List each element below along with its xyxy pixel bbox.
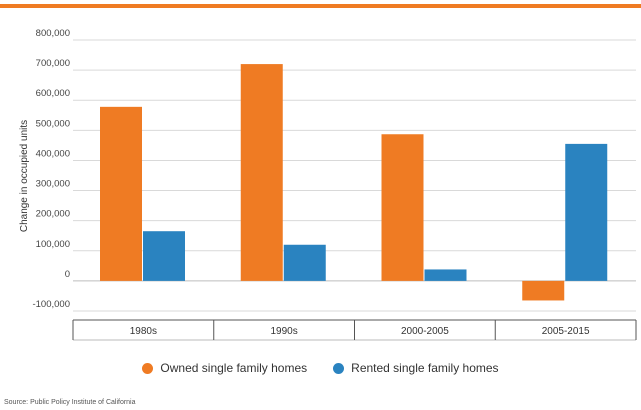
y-tick-label: 100,000 — [36, 239, 70, 250]
bar-rented-2000-2005 — [424, 269, 467, 281]
y-tick-label: 200,000 — [36, 209, 70, 220]
y-tick-label: -100,000 — [32, 299, 70, 310]
legend: Owned single family homes Rented single … — [0, 359, 641, 377]
y-tick-label: 0 — [65, 269, 70, 280]
legend-swatch-owned — [142, 362, 154, 374]
x-tick-label: 1980s — [130, 326, 157, 337]
source-note: Source: Public Policy Institute of Calif… — [4, 399, 136, 406]
bar-owned-1980s — [100, 106, 142, 281]
bar-owned-2005-2015 — [522, 280, 565, 301]
y-tick-label: 600,000 — [36, 88, 70, 99]
y-tick-label: 800,000 — [36, 28, 70, 39]
bar-rented-2005-2015 — [565, 143, 608, 281]
y-axis-label: Change in occupied units — [19, 120, 30, 232]
bars — [100, 64, 608, 301]
legend-item-owned: Owned single family homes — [142, 361, 307, 375]
x-tick-labels: 1980s 1990s 2000-2005 2005-2015 — [130, 326, 590, 337]
bar-rented-1980s — [143, 231, 185, 281]
y-tick-label: 300,000 — [36, 179, 70, 190]
legend-swatch-rented — [333, 362, 345, 374]
legend-item-rented: Rented single family homes — [333, 361, 499, 375]
legend-label-owned: Owned single family homes — [160, 361, 308, 375]
bar-rented-1990s — [283, 244, 326, 281]
x-tick-label: 1990s — [271, 326, 298, 337]
top-accent-rule — [0, 4, 641, 8]
x-tick-label: 2000-2005 — [401, 326, 449, 337]
x-tick-label: 2005-2015 — [542, 326, 590, 337]
bar-owned-1990s — [240, 64, 283, 281]
bar-owned-2000-2005 — [381, 134, 424, 281]
y-tick-label: 500,000 — [36, 118, 70, 129]
legend-label-rented: Rented single family homes — [351, 361, 499, 375]
y-tick-label: 400,000 — [36, 148, 70, 159]
x-axis — [72, 319, 637, 341]
y-tick-labels: 800,000 700,000 600,000 500,000 400,000 300,0… — [32, 28, 70, 310]
y-tick-label: 700,000 — [36, 58, 70, 69]
